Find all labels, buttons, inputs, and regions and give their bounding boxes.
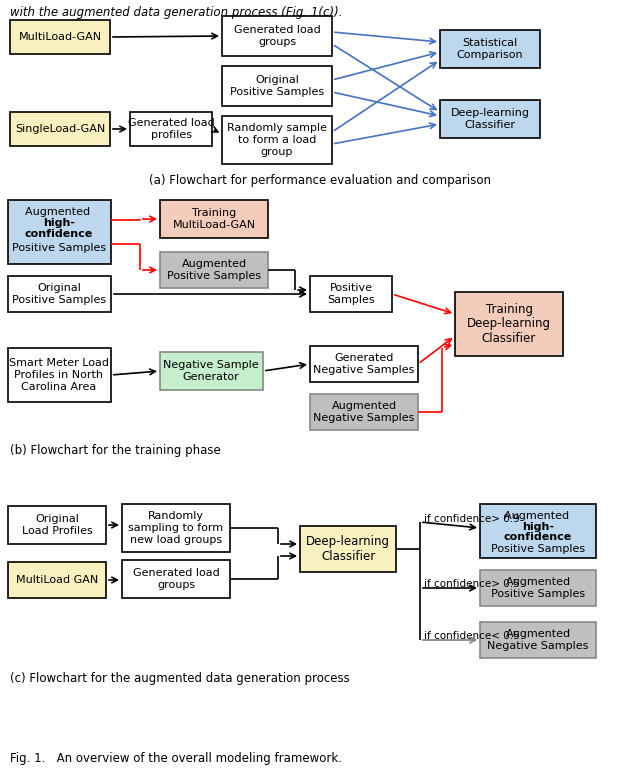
- FancyBboxPatch shape: [480, 504, 596, 558]
- FancyBboxPatch shape: [440, 30, 540, 68]
- Text: Generated
Negative Samples: Generated Negative Samples: [314, 353, 415, 375]
- Text: Fig. 1.   An overview of the overall modeling framework.: Fig. 1. An overview of the overall model…: [10, 752, 342, 765]
- Text: Original
Load Profiles: Original Load Profiles: [22, 514, 92, 535]
- Text: Randomly
sampling to form
new load groups: Randomly sampling to form new load group…: [129, 511, 223, 545]
- Text: Augmented
Positive Samples: Augmented Positive Samples: [491, 577, 585, 599]
- FancyBboxPatch shape: [8, 348, 111, 402]
- Text: Generated load
groups: Generated load groups: [234, 25, 321, 47]
- FancyBboxPatch shape: [8, 276, 111, 312]
- FancyBboxPatch shape: [8, 506, 106, 544]
- FancyBboxPatch shape: [300, 526, 396, 572]
- Text: Augmented
Negative Samples: Augmented Negative Samples: [314, 401, 415, 423]
- Text: Augmented: Augmented: [25, 207, 93, 217]
- FancyBboxPatch shape: [455, 292, 563, 356]
- Text: Deep-learning
Classifier: Deep-learning Classifier: [451, 108, 529, 130]
- FancyBboxPatch shape: [480, 622, 596, 658]
- FancyBboxPatch shape: [440, 100, 540, 138]
- Text: Positive
Samples: Positive Samples: [327, 283, 375, 305]
- Text: Generated load
groups: Generated load groups: [132, 568, 220, 590]
- FancyBboxPatch shape: [122, 560, 230, 598]
- Text: high-: high-: [522, 522, 554, 532]
- Text: Negative Sample
Generator: Negative Sample Generator: [163, 360, 259, 382]
- Text: if confidence< 0.5: if confidence< 0.5: [424, 631, 520, 641]
- FancyBboxPatch shape: [8, 200, 111, 264]
- FancyBboxPatch shape: [8, 562, 106, 598]
- Text: Positive Samples: Positive Samples: [12, 243, 106, 253]
- Text: (c) Flowchart for the augmented data generation process: (c) Flowchart for the augmented data gen…: [10, 672, 349, 685]
- Text: Deep-learning
Classifier: Deep-learning Classifier: [306, 535, 390, 563]
- Text: MultiLoad-GAN: MultiLoad-GAN: [19, 32, 102, 42]
- Text: if confidence> 0.5: if confidence> 0.5: [424, 579, 520, 589]
- FancyBboxPatch shape: [10, 112, 110, 146]
- FancyBboxPatch shape: [222, 116, 332, 164]
- Text: with the augmented data generation process (Fig. 1(c)).: with the augmented data generation proce…: [10, 6, 342, 19]
- FancyBboxPatch shape: [160, 352, 263, 390]
- Text: Original
Positive Samples: Original Positive Samples: [230, 75, 324, 97]
- Text: Original
Positive Samples: Original Positive Samples: [12, 283, 106, 305]
- Text: high-: high-: [43, 218, 75, 228]
- Text: if confidence> 0.9: if confidence> 0.9: [424, 514, 520, 524]
- FancyBboxPatch shape: [310, 276, 392, 312]
- Text: (b) Flowchart for the training phase: (b) Flowchart for the training phase: [10, 444, 221, 457]
- FancyBboxPatch shape: [130, 112, 212, 146]
- Text: Training
Deep-learning
Classifier: Training Deep-learning Classifier: [467, 303, 551, 345]
- Text: Augmented: Augmented: [504, 511, 572, 521]
- Text: SingleLoad-GAN: SingleLoad-GAN: [15, 124, 105, 134]
- Text: Statistical
Comparison: Statistical Comparison: [457, 38, 524, 60]
- Text: confidence: confidence: [504, 532, 572, 542]
- FancyBboxPatch shape: [160, 252, 268, 288]
- Text: Generated load
profiles: Generated load profiles: [127, 118, 214, 140]
- Text: confidence: confidence: [25, 229, 93, 239]
- FancyBboxPatch shape: [310, 394, 418, 430]
- FancyBboxPatch shape: [480, 570, 596, 606]
- Text: Augmented
Negative Samples: Augmented Negative Samples: [487, 629, 589, 651]
- Text: Positive Samples: Positive Samples: [491, 544, 585, 554]
- Text: (a) Flowchart for performance evaluation and comparison: (a) Flowchart for performance evaluation…: [149, 174, 491, 187]
- FancyBboxPatch shape: [10, 20, 110, 54]
- Text: Training
MultiLoad-GAN: Training MultiLoad-GAN: [172, 208, 255, 230]
- Text: MultiLoad GAN: MultiLoad GAN: [16, 575, 98, 585]
- FancyBboxPatch shape: [122, 504, 230, 552]
- FancyBboxPatch shape: [310, 346, 418, 382]
- FancyBboxPatch shape: [222, 66, 332, 106]
- Text: Augmented
Positive Samples: Augmented Positive Samples: [167, 259, 261, 281]
- Text: Randomly sample
to form a load
group: Randomly sample to form a load group: [227, 123, 327, 157]
- FancyBboxPatch shape: [222, 16, 332, 56]
- FancyBboxPatch shape: [160, 200, 268, 238]
- Text: Smart Meter Load
Profiles in North
Carolina Area: Smart Meter Load Profiles in North Carol…: [9, 359, 109, 392]
